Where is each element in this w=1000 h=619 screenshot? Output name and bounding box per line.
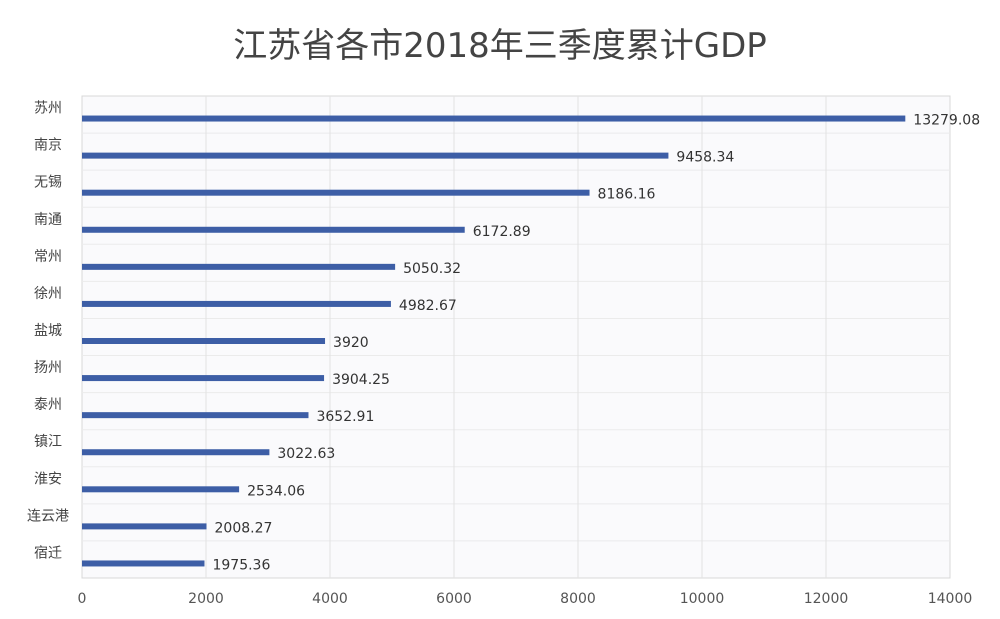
category-label: 镇江	[34, 434, 62, 450]
bar	[82, 152, 669, 159]
x-tick-label: 0	[78, 591, 87, 607]
x-tick-label: 4000	[312, 591, 348, 607]
chart-title: 江苏省各市2018年三季度累计GDP	[233, 26, 767, 66]
bar	[82, 226, 465, 233]
category-label: 南京	[34, 138, 62, 154]
category-label: 徐州	[34, 286, 62, 302]
category-label: 盐城	[34, 323, 62, 339]
plot-area	[81, 95, 951, 579]
x-tick-label: 12000	[804, 591, 849, 607]
bar	[82, 375, 325, 382]
data-label: 8186.16	[598, 187, 656, 203]
category-label: 常州	[34, 249, 62, 265]
bar	[82, 486, 240, 493]
category-label: 苏州	[34, 101, 62, 117]
bar	[82, 449, 270, 456]
bar	[82, 300, 391, 307]
data-label: 9458.34	[676, 150, 734, 166]
data-label: 5050.32	[403, 261, 461, 277]
x-tick-label: 6000	[436, 591, 472, 607]
data-label: 4982.67	[399, 298, 457, 314]
bar	[82, 338, 326, 344]
x-tick-label: 14000	[928, 591, 973, 607]
data-label: 3904.25	[332, 372, 390, 388]
x-tick-label: 8000	[560, 591, 596, 607]
data-label: 13279.08	[913, 113, 980, 129]
bar	[82, 115, 906, 122]
bar	[82, 189, 590, 196]
data-label: 2008.27	[215, 520, 273, 536]
category-label: 扬州	[34, 360, 62, 376]
x-tick-label: 10000	[680, 591, 725, 607]
category-label: 泰州	[34, 397, 62, 413]
bar	[82, 412, 309, 419]
bar	[82, 523, 207, 530]
x-tick-label: 2000	[188, 591, 224, 607]
data-label: 3022.63	[277, 446, 335, 462]
bar	[82, 263, 396, 270]
data-label: 6172.89	[473, 224, 531, 240]
category-label: 无锡	[34, 175, 62, 191]
data-label: 1975.36	[212, 557, 270, 573]
category-label: 南通	[34, 212, 62, 228]
category-label: 宿迁	[34, 544, 62, 561]
bar	[82, 560, 205, 567]
category-label: 连云港	[27, 508, 69, 524]
data-label: 3920	[333, 335, 369, 351]
data-label: 3652.91	[316, 409, 374, 425]
category-label: 淮安	[34, 471, 62, 487]
data-label: 2534.06	[247, 483, 305, 499]
